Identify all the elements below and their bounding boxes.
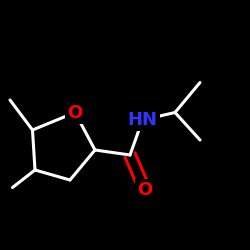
Text: O: O bbox=[138, 181, 152, 199]
Text: O: O bbox=[68, 104, 82, 122]
Text: HN: HN bbox=[128, 111, 158, 129]
